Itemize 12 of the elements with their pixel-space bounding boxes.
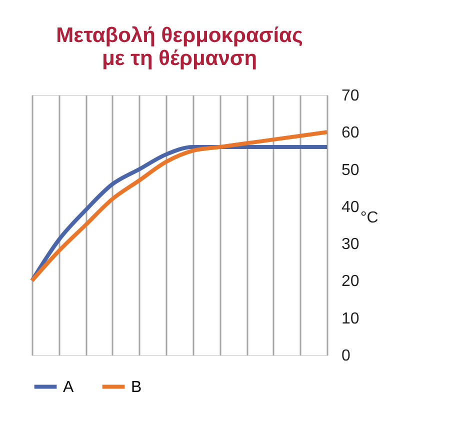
y-axis-title: °C	[360, 210, 378, 226]
legend-label: A	[63, 378, 74, 396]
y-tick-label: 10	[342, 310, 360, 328]
y-tick-label: 40	[342, 198, 360, 216]
chart-title: Μεταβολή θερμοκρασίας με τη θέρμανση	[56, 24, 303, 70]
y-tick-label: 0	[342, 348, 350, 364]
y-tick-label: 70	[342, 88, 360, 104]
y-tick-label: 50	[342, 162, 360, 179]
y-tick-label: 60	[342, 124, 360, 142]
legend-label: B	[131, 378, 142, 396]
y-tick-label: 20	[342, 273, 360, 290]
y-tick-label: 30	[342, 236, 360, 254]
